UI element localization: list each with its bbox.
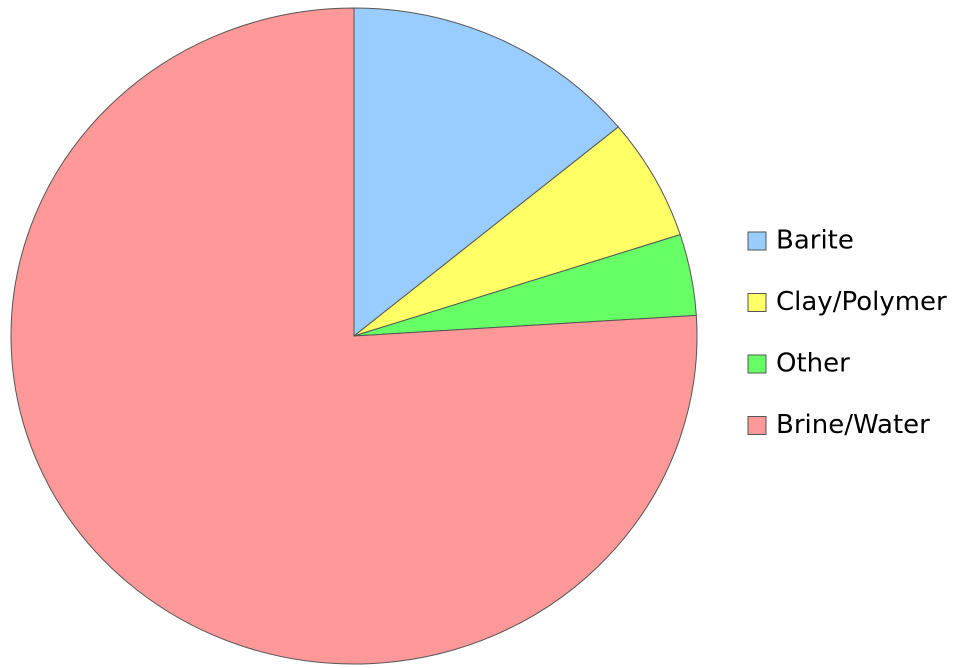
pie-slice bbox=[10, 7, 698, 665]
legend-swatch bbox=[747, 231, 767, 251]
legend-swatch bbox=[747, 416, 767, 435]
pie-slice bbox=[353, 126, 681, 337]
pie-slice bbox=[353, 7, 620, 338]
legend-swatch bbox=[747, 293, 767, 312]
legend-label: Brine/Water bbox=[776, 410, 930, 440]
legend-swatch bbox=[747, 354, 767, 374]
legend-label: Other bbox=[776, 349, 850, 379]
legend-label: Barite bbox=[776, 226, 854, 256]
legend-label: Clay/Polymer bbox=[776, 287, 947, 317]
